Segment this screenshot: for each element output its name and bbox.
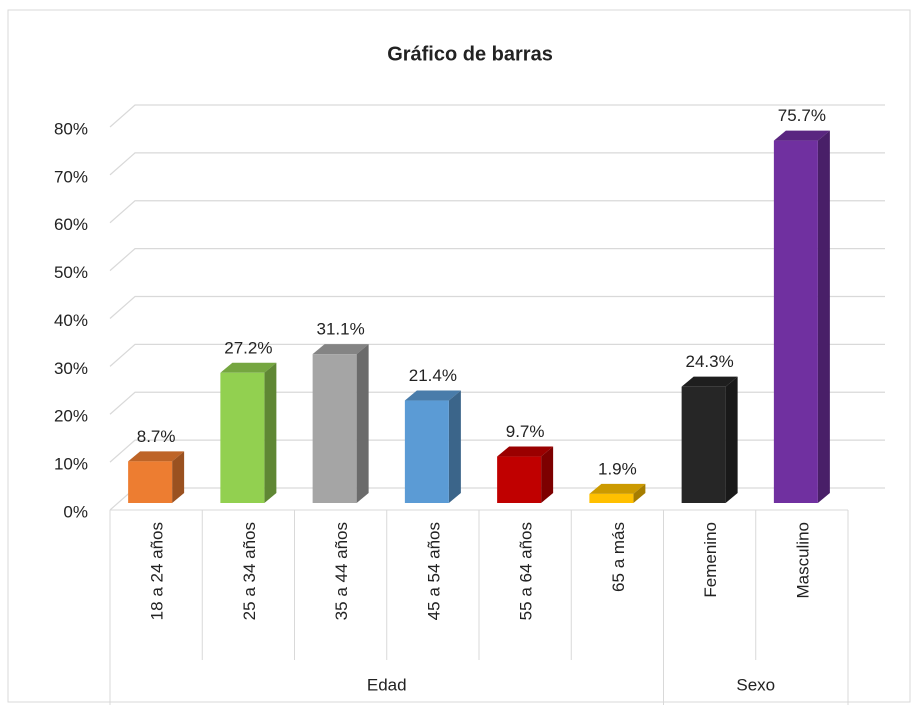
grid-line: [109, 248, 885, 272]
bar: [589, 493, 634, 503]
group-label: Sexo: [736, 675, 775, 694]
bar-side: [356, 344, 369, 503]
bar-side: [264, 362, 277, 503]
y-tick-label: 50%: [54, 263, 88, 282]
grid-line: [109, 439, 885, 463]
grid-line: [109, 152, 885, 176]
y-tick-label: 80%: [54, 119, 88, 138]
data-label: 9.7%: [506, 422, 545, 441]
bar-top: [220, 362, 277, 373]
x-tick-label: 25 a 34 años: [240, 522, 259, 620]
bar-top: [404, 390, 461, 401]
x-tick-label: Masculino: [793, 522, 812, 599]
bar-top: [497, 446, 554, 457]
x-tick-label: 55 a 64 años: [517, 522, 536, 620]
bar: [404, 400, 449, 503]
y-tick-label: 0%: [63, 502, 88, 521]
bar: [220, 372, 265, 503]
bar: [312, 354, 357, 503]
data-label: 24.3%: [686, 352, 734, 371]
bar-side: [725, 376, 738, 503]
bar-side: [817, 130, 830, 503]
bar-side: [448, 390, 461, 503]
data-label: 27.2%: [224, 338, 272, 357]
x-tick-label: 18 a 24 años: [148, 522, 167, 620]
bar-top: [128, 451, 185, 462]
y-tick-label: 10%: [54, 455, 88, 474]
bar-side: [172, 451, 185, 503]
bar: [773, 140, 818, 503]
data-label: 75.7%: [778, 106, 826, 125]
y-tick-label: 60%: [54, 215, 88, 234]
bar-side: [541, 446, 554, 503]
data-label: 31.1%: [317, 320, 365, 339]
x-tick-label: 65 a más: [609, 522, 628, 592]
x-tick-label: Femenino: [701, 522, 720, 598]
group-label: Edad: [367, 675, 407, 694]
grid-line: [109, 295, 885, 319]
bar: [128, 461, 173, 503]
bar-top: [773, 130, 830, 141]
x-tick-label: 45 a 54 años: [424, 522, 443, 620]
y-tick-label: 70%: [54, 167, 88, 186]
data-label: 8.7%: [137, 427, 176, 446]
chart-title: Gráfico de barras: [387, 43, 553, 65]
grid-line: [109, 391, 885, 415]
grid-line: [109, 104, 885, 128]
bar-top: [589, 483, 646, 494]
bar-top: [312, 344, 369, 355]
y-tick-label: 30%: [54, 359, 88, 378]
chart-border: [7, 9, 911, 703]
bar: [681, 386, 726, 503]
bar: [497, 456, 542, 503]
bar-side: [633, 483, 646, 503]
data-label: 1.9%: [598, 459, 637, 478]
x-tick-label: 35 a 44 años: [332, 522, 351, 620]
y-tick-label: 40%: [54, 311, 88, 330]
grid-line: [109, 200, 885, 224]
grid-line: [109, 343, 885, 367]
y-tick-label: 20%: [54, 407, 88, 426]
data-label: 21.4%: [409, 366, 457, 385]
bar-top: [681, 376, 738, 387]
